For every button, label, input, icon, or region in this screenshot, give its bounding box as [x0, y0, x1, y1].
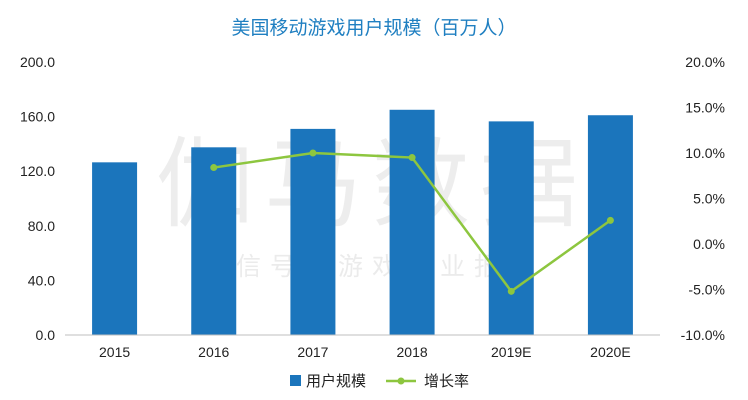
y-left-tick-label: 40.0 [28, 272, 55, 288]
y-right-tick-label: 10.0% [685, 145, 725, 161]
bar [389, 109, 435, 336]
growth-point [606, 216, 614, 224]
bar [92, 162, 138, 335]
legend-line-marker [397, 377, 405, 385]
y-left-tick-label: 200.0 [20, 54, 55, 70]
y-right-tick-label: -5.0% [688, 282, 725, 298]
x-tick-label: 2015 [99, 344, 130, 360]
bar [488, 121, 534, 335]
left-axis: 0.0 40.0 80.0 120.0 160.0 200.0 [20, 54, 55, 343]
y-right-tick-label: 15.0% [685, 100, 725, 116]
bar [191, 147, 237, 335]
x-tick-label: 2017 [297, 344, 328, 360]
category-axis: 2015 2016 2017 2018 2019E 2020E [99, 344, 631, 360]
legend: 用户规模 增长率 [290, 372, 469, 390]
legend-line-label: 增长率 [424, 372, 469, 390]
line-series [210, 149, 614, 295]
growth-point [210, 164, 218, 172]
y-left-tick-label: 80.0 [28, 218, 55, 234]
y-right-tick-label: -10.0% [681, 327, 725, 343]
growth-point [507, 287, 515, 295]
bar [290, 128, 336, 335]
right-axis: -10.0% -5.0% 0.0% 5.0% 10.0% 15.0% 20.0% [681, 54, 725, 343]
y-right-tick-label: 20.0% [685, 54, 725, 70]
x-tick-label: 2020E [590, 344, 630, 360]
watermark-sub: 微信号：游戏产业报告 [202, 252, 542, 281]
y-right-tick-label: 5.0% [693, 191, 725, 207]
y-left-tick-label: 160.0 [20, 109, 55, 125]
growth-point [309, 149, 317, 157]
growth-point [408, 154, 416, 162]
x-tick-label: 2016 [198, 344, 229, 360]
bar-series [92, 109, 633, 336]
x-tick-label: 2018 [397, 344, 428, 360]
x-tick-label: 2019E [491, 344, 531, 360]
y-left-tick-label: 0.0 [36, 327, 56, 343]
legend-bar-swatch [290, 375, 301, 386]
chart-title: 美国移动游戏用户规模（百万人） [231, 17, 516, 39]
y-right-tick-label: 0.0% [693, 236, 725, 252]
y-left-tick-label: 120.0 [20, 163, 55, 179]
legend-bar-label: 用户规模 [306, 372, 366, 390]
bar [587, 115, 633, 335]
